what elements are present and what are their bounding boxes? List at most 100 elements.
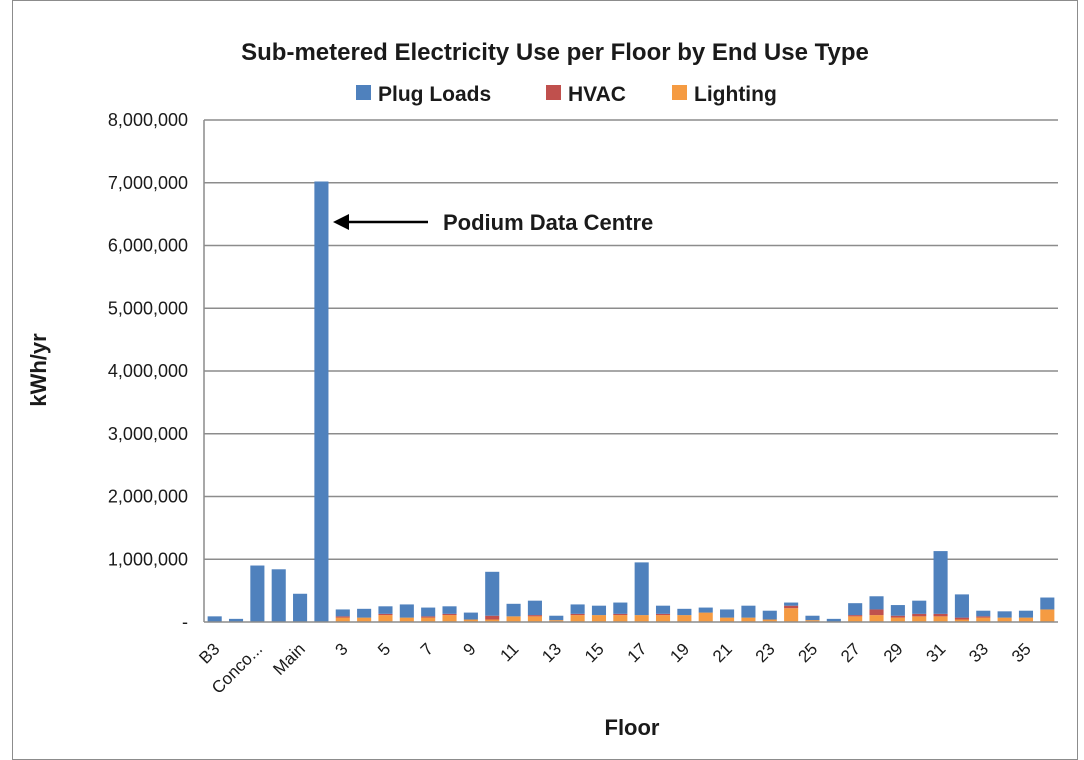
bar-plug-loads-13 <box>549 615 564 621</box>
bar-hvac-7 <box>421 616 436 618</box>
bar-lighting-34 <box>997 617 1012 622</box>
bar-hvac-29 <box>890 615 905 618</box>
x-tick-label: 35 <box>1008 639 1035 666</box>
bar-plug-loads-12 <box>527 600 542 616</box>
bar-hvac-12 <box>527 615 542 617</box>
bar-plug-loads-23 <box>762 610 777 620</box>
bar-hvac-18 <box>655 613 671 616</box>
annotation-arrow-head <box>333 214 349 230</box>
x-tick-label: 21 <box>709 639 736 666</box>
bar-lighting-14 <box>570 615 585 622</box>
bar-plug-loads-35 <box>1018 610 1034 618</box>
x-tick-label: 15 <box>581 639 608 666</box>
legend-swatch-lighting <box>672 85 687 100</box>
bar-lighting-9 <box>463 619 478 622</box>
bar-hvac-14 <box>570 613 585 616</box>
bar-plug-loads-36 <box>1040 597 1055 610</box>
bar-lighting-12 <box>527 616 542 622</box>
y-axis-label: kWh/yr <box>26 333 51 407</box>
bar-hvac-5 <box>378 613 393 616</box>
x-tick-label: 29 <box>880 639 907 666</box>
bar-plug-loads-22 <box>741 605 756 618</box>
bar-plug-loads-33 <box>976 610 991 617</box>
bar-lighting-33 <box>976 617 991 622</box>
bar-plug-loads-24 <box>784 602 799 606</box>
bar-plug-loads-16 <box>613 602 628 614</box>
gridlines <box>203 119 1058 622</box>
bar-plug-loads-18 <box>655 605 671 614</box>
bar-plug-loads-17 <box>634 562 649 616</box>
y-tick-label: 8,000,000 <box>108 110 188 130</box>
y-tick-label: 4,000,000 <box>108 361 188 381</box>
bar-lighting-21 <box>720 617 735 622</box>
y-tick-label: - <box>182 612 188 632</box>
bar-lighting-13 <box>549 620 564 622</box>
bar-hvac-10 <box>485 615 500 620</box>
bar-lighting-23 <box>762 619 777 622</box>
x-tick-label: 27 <box>837 639 864 666</box>
bar-plug-loads-14 <box>570 604 585 614</box>
bar-lighting-16 <box>613 615 628 622</box>
y-tick-label: 6,000,000 <box>108 236 188 256</box>
bar-lighting-25 <box>805 620 820 622</box>
bar-lighting-4 <box>357 617 372 622</box>
bar-plug-loads-15 <box>591 605 607 616</box>
bar-plug-loads-28 <box>869 596 884 610</box>
bar-plug-loads-21 <box>720 609 735 618</box>
bar-lighting-27 <box>848 616 863 622</box>
y-tick-label: 7,000,000 <box>108 173 188 193</box>
x-axis-label: Floor <box>605 715 660 740</box>
bar-plug-loads-11 <box>506 603 521 617</box>
bar-plug-loads-31 <box>933 551 948 614</box>
legend-swatch-plug-loads <box>356 85 371 100</box>
bar-lighting-6 <box>399 617 414 622</box>
bar-plug-loads-9 <box>463 612 478 620</box>
x-tick-label: 19 <box>666 639 693 666</box>
x-tick-label: 33 <box>965 639 992 666</box>
bars <box>207 181 1055 622</box>
y-tick-label: 5,000,000 <box>108 298 188 318</box>
x-tick-label: 25 <box>794 639 821 666</box>
legend-label-hvac: HVAC <box>568 83 626 106</box>
bar-plug-loads-b2 <box>228 618 244 622</box>
bar-plug-loads-19 <box>677 608 692 616</box>
x-tick-label: 7 <box>417 639 437 659</box>
bar-lighting-28 <box>869 615 884 622</box>
x-tick-label: 23 <box>752 639 779 666</box>
bar-plug-loads-26 <box>826 618 841 622</box>
bar-plug-loads-3 <box>335 609 350 617</box>
bar-lighting-22 <box>741 617 756 622</box>
bar-plug-loads-conco <box>250 565 265 622</box>
legend-label-plug-loads: Plug Loads <box>378 83 491 106</box>
chart-title: Sub-metered Electricity Use per Floor by… <box>241 39 869 66</box>
bar-hvac-32 <box>954 617 969 620</box>
x-tick-label: 9 <box>460 639 480 659</box>
x-tick-label: B3 <box>195 639 223 667</box>
legend: Plug Loads HVAC Lighting <box>356 83 777 106</box>
legend-label-lighting: Lighting <box>694 83 777 106</box>
bar-plug-loads-25 <box>805 615 820 621</box>
bar-lighting-31 <box>933 616 948 622</box>
x-tick-label: Main <box>269 639 308 678</box>
bar-lighting-29 <box>890 617 905 622</box>
y-tick-label: 3,000,000 <box>108 424 188 444</box>
bar-lighting-11 <box>506 616 521 622</box>
bar-hvac-3 <box>335 616 350 618</box>
legend-swatch-hvac <box>546 85 561 100</box>
bar-plug-loads-7 <box>421 607 436 617</box>
bar-plug-loads-main <box>293 593 308 622</box>
bar-hvac-24 <box>784 605 799 609</box>
bar-plug-loads-2 <box>314 181 329 622</box>
x-tick-label: 11 <box>496 639 522 665</box>
bar-plug-loads-10 <box>485 571 500 616</box>
bar-hvac-30 <box>912 613 927 617</box>
annotation-label: Podium Data Centre <box>443 210 653 235</box>
x-tick-label: 5 <box>374 639 394 659</box>
bar-plug-loads-29 <box>890 605 905 616</box>
bar-hvac-27 <box>848 615 863 617</box>
x-tick-label: 17 <box>624 639 651 666</box>
bar-plug-loads-30 <box>912 600 927 614</box>
bar-plug-loads-4 <box>357 608 372 618</box>
bar-plug-loads-32 <box>954 594 969 618</box>
